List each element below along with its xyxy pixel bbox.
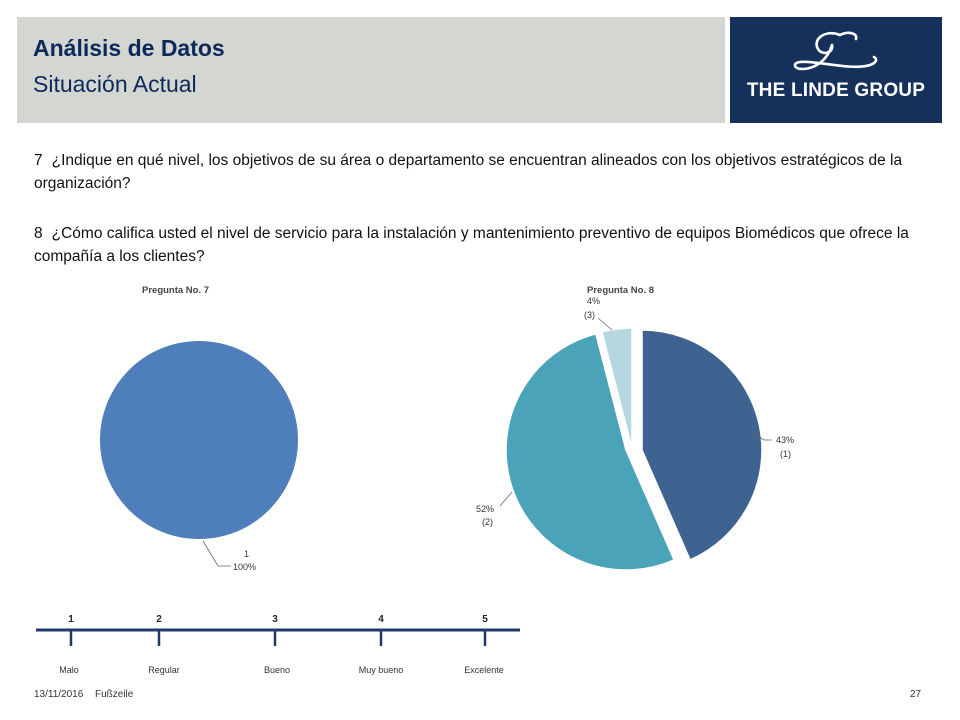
scale-label-4: Muy bueno — [359, 665, 404, 675]
scale-number-2: 2 — [156, 614, 162, 625]
pie8-slice-2 — [505, 332, 676, 571]
page-number: 27 — [910, 689, 922, 700]
scale-label-1: Malo — [59, 665, 79, 675]
pie8-label-percent-1: 43% — [776, 435, 794, 445]
pie7-slice-1 — [100, 341, 298, 539]
linde-logo: THE LINDE GROUP — [730, 17, 942, 123]
pie8-leader-line-3 — [597, 317, 613, 331]
pie7-title: Pregunta No. 7 — [142, 285, 209, 296]
pie8-label-percent-2: 52% — [476, 504, 494, 514]
logo-text: THE LINDE GROUP — [746, 80, 926, 101]
page-subtitle: Situación Actual — [33, 71, 197, 97]
pie7-label-category: 1 — [244, 549, 249, 559]
pie8-slice-3 — [600, 327, 633, 449]
question-7: 7 ¿Indique en qué nivel, los objetivos de… — [34, 149, 939, 195]
question-8: 8 ¿Cómo califica usted el nivel de servic… — [34, 222, 939, 268]
page-title: Análisis de Datos — [33, 35, 225, 61]
header-band — [17, 17, 725, 123]
question-7-number: 7 — [34, 152, 43, 169]
pie8-label-percent-3: 4% — [587, 296, 600, 306]
question-8-number: 8 — [34, 225, 43, 242]
footer-text: Fußzeile — [95, 689, 134, 700]
scale-label-2: Regular — [148, 665, 180, 675]
pie7-leader-line — [202, 540, 231, 567]
pie8-label-category-2: (2) — [482, 517, 493, 527]
pie8-label-category-3: (3) — [584, 310, 595, 320]
scale-number-1: 1 — [68, 614, 74, 625]
pie8-label-category-1: (1) — [780, 449, 791, 459]
scale-label-5: Excelente — [464, 665, 504, 675]
pie7-label-percent: 100% — [233, 562, 256, 572]
pie8-slice-1 — [641, 329, 763, 561]
scale-number-3: 3 — [272, 614, 278, 625]
linde-logo-mark-icon — [793, 31, 878, 71]
question-8-text: ¿Cómo califica usted el nivel de servici… — [34, 225, 909, 265]
scale-label-3: Bueno — [264, 665, 290, 675]
pie8-leader-line-1 — [751, 431, 772, 441]
scale-number-5: 5 — [482, 614, 488, 625]
pie8-leader-line-2 — [499, 491, 513, 507]
pie8-title: Pregunta No. 8 — [587, 285, 654, 296]
footer-date: 13/11/2016 — [34, 689, 84, 700]
scale-number-4: 4 — [378, 614, 384, 625]
question-7-text: ¿Indique en qué nivel, los objetivos de … — [34, 152, 903, 192]
